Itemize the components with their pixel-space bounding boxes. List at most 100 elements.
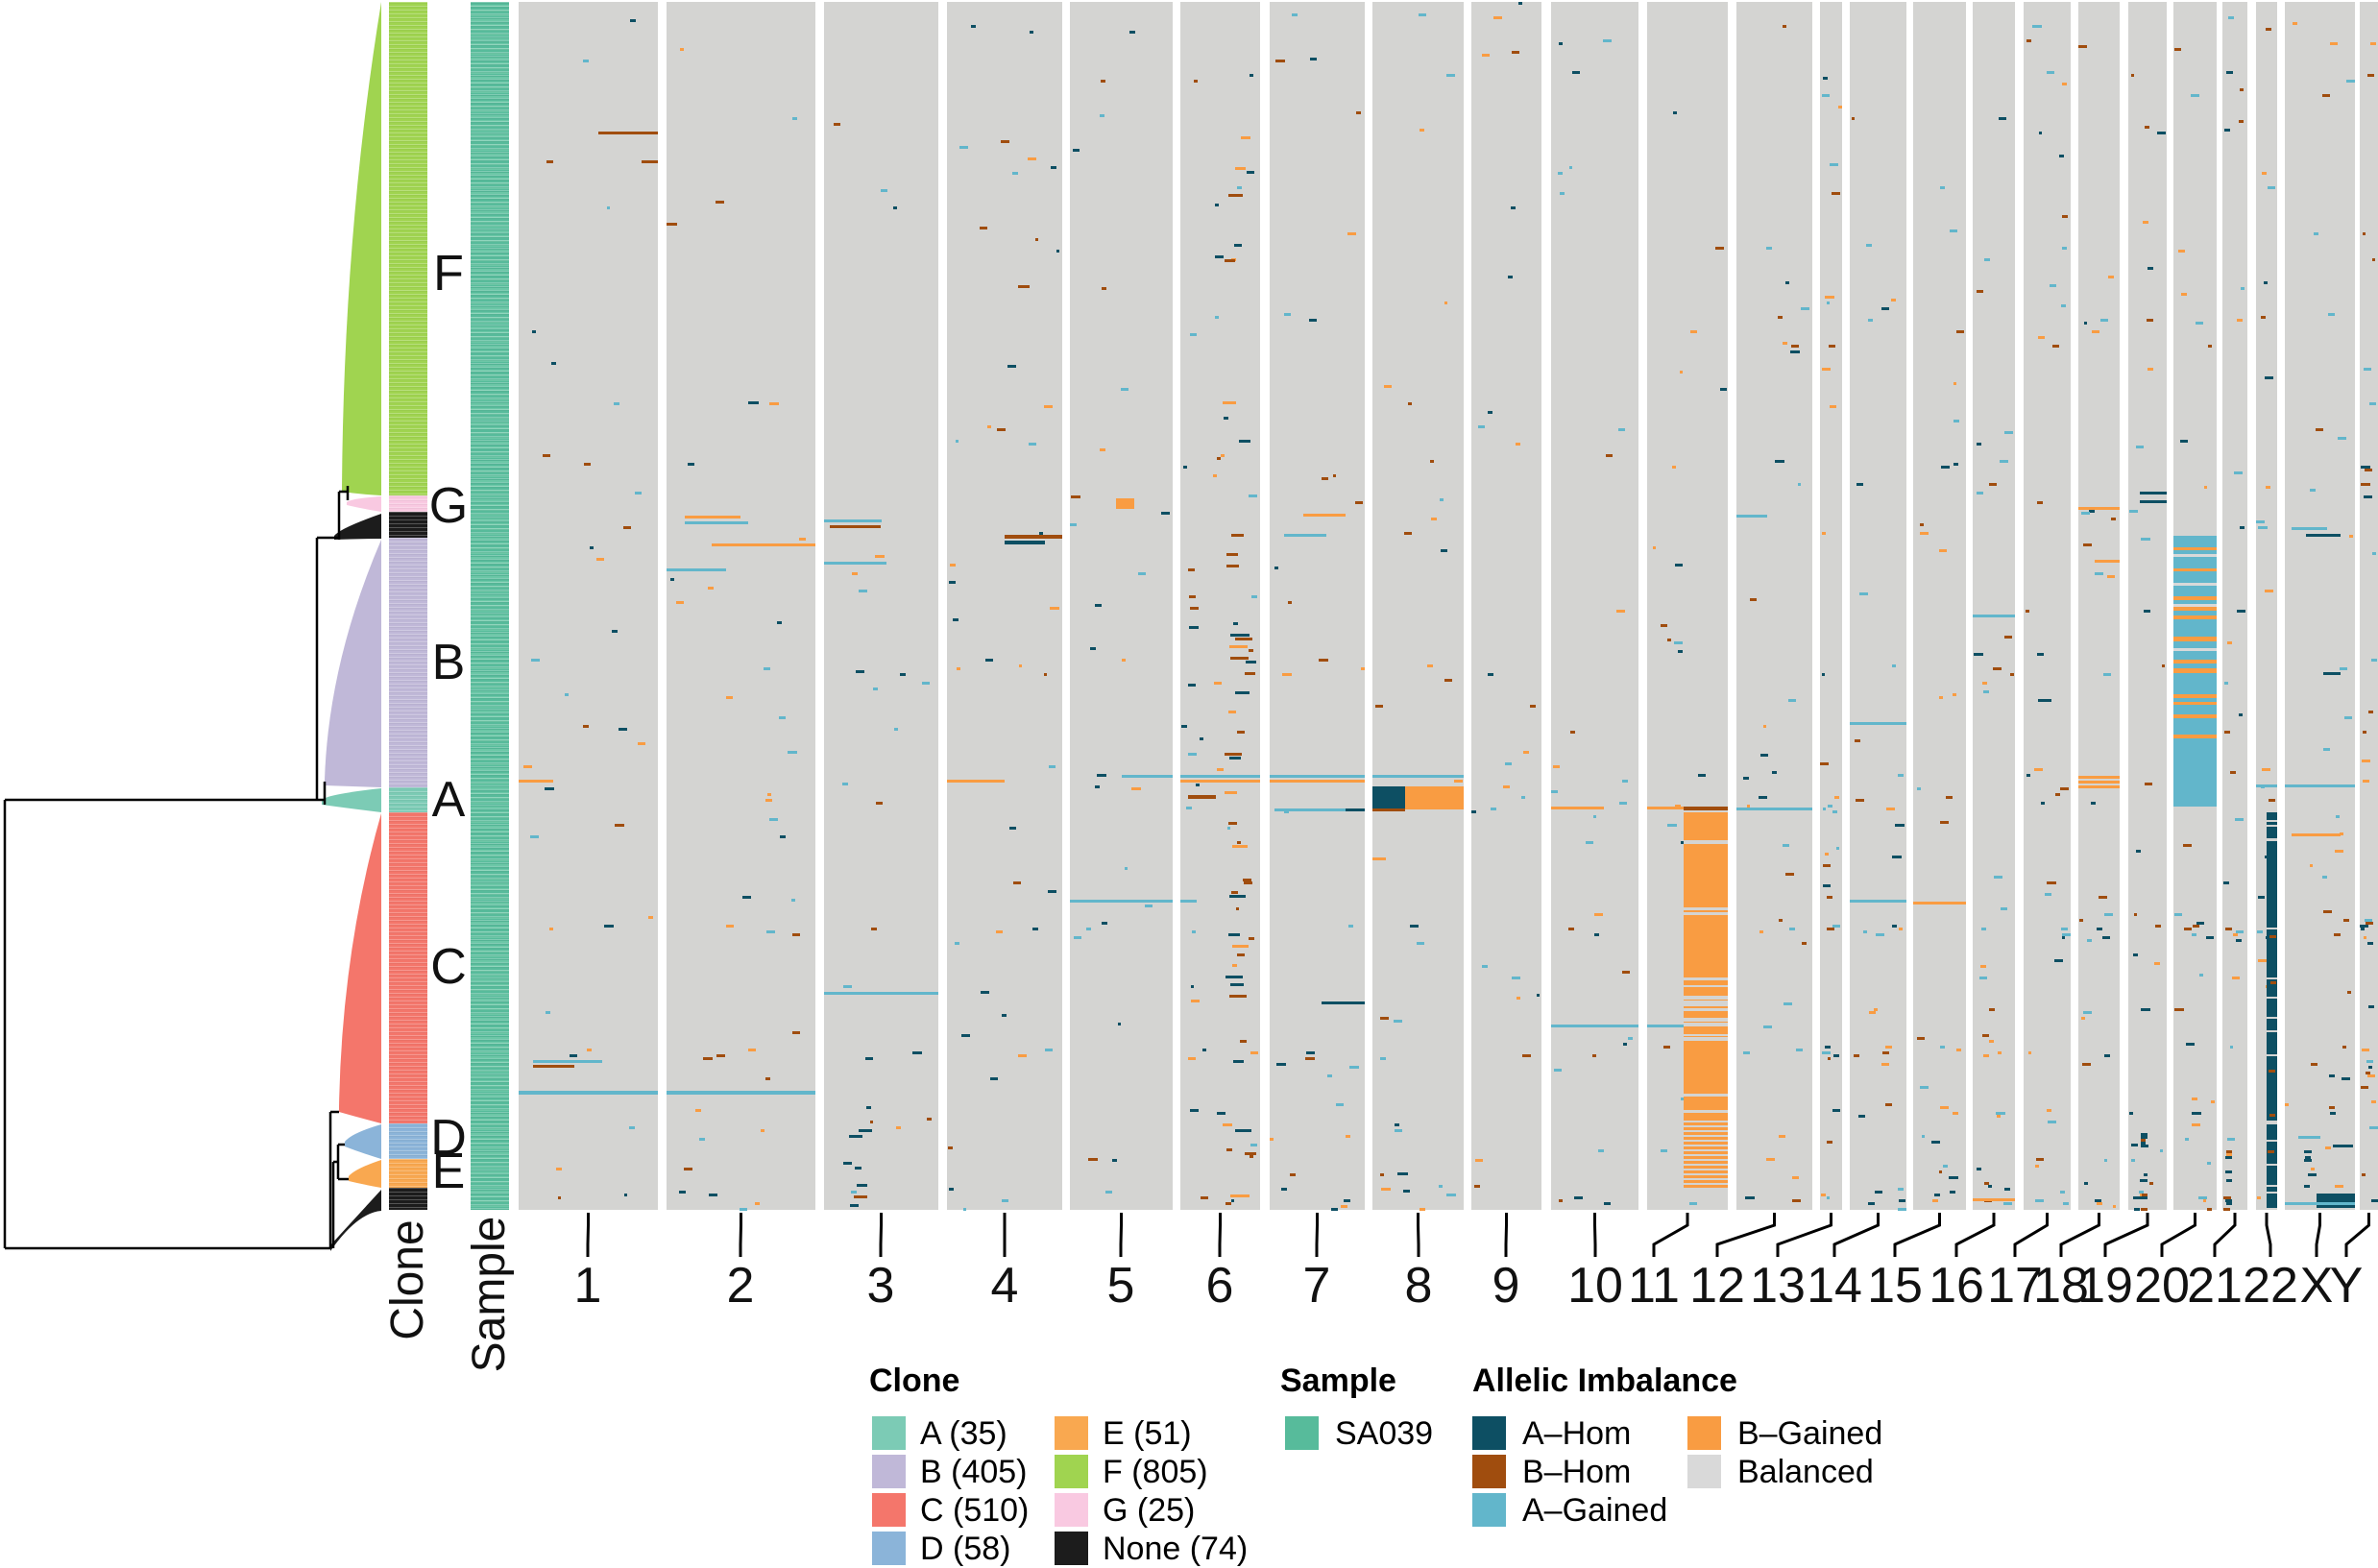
heatmap-speck — [1530, 705, 1537, 708]
block-stripe — [1683, 1038, 1728, 1042]
heatmap-speck — [996, 428, 1006, 431]
heatmap-speck — [798, 538, 807, 541]
axis-tick-chromosome-1 — [586, 1213, 590, 1257]
heatmap-speck — [1189, 333, 1198, 336]
legend-label-clone-B (405): B (405) — [920, 1454, 1028, 1490]
heatmap-speck — [2180, 440, 2189, 443]
heatmap-speck — [2207, 1208, 2213, 1211]
heatmap-speck — [1355, 111, 1362, 114]
clone-band-label-A: A — [431, 772, 466, 828]
heatmap-speck-column-3 — [854, 1195, 867, 1198]
legend-swatch-clone-A (35) — [872, 1416, 906, 1450]
heatmap-speck — [1830, 405, 1837, 408]
legend-swatch-allelic-imbalance-A–Gained — [1472, 1493, 1506, 1527]
heatmap-speck — [1028, 443, 1036, 446]
block-stripe — [1683, 1178, 1728, 1180]
heatmap-speck — [675, 601, 684, 604]
event-line-3-AG — [824, 992, 938, 995]
axis-label-chromosome-16: 16 — [1929, 1258, 1984, 1314]
heatmap-speck — [615, 824, 624, 827]
legend-swatch-clone-F (805) — [1055, 1455, 1088, 1488]
heatmap-speck — [2238, 120, 2245, 123]
heatmap-speck — [2196, 922, 2204, 925]
block-stripe — [1683, 996, 1728, 999]
heatmap-speck-column-8 — [1395, 1129, 1402, 1132]
clone-bar-texture — [389, 495, 427, 512]
clone-bar-segment-None1 — [389, 512, 427, 538]
heatmap-speck — [2342, 919, 2350, 922]
heatmap-speck — [856, 670, 864, 673]
heatmap-speck — [739, 1208, 747, 1211]
heatmap-speck — [708, 587, 715, 590]
heatmap-speck — [2140, 538, 2150, 541]
heatmap-speck — [1559, 42, 1563, 45]
heatmap-speck-column-19 — [2141, 1136, 2147, 1139]
heatmap-speck — [1851, 117, 1855, 120]
heatmap-speck — [2363, 936, 2367, 939]
heatmap-speck — [768, 818, 778, 821]
heatmap-speck — [2264, 281, 2268, 284]
heatmap-speck-column-6 — [1234, 638, 1252, 640]
heatmap-speck — [1558, 172, 1564, 175]
heatmap-speck — [2061, 247, 2067, 250]
heatmap-speck — [1409, 925, 1419, 928]
heatmap-speck — [2145, 783, 2152, 785]
heatmap-speck — [1747, 805, 1751, 808]
heatmap-speck — [842, 1162, 853, 1165]
heatmap-speck — [980, 991, 989, 994]
heatmap-speck — [1574, 1196, 1584, 1199]
heatmap-speck — [1873, 1008, 1878, 1011]
axis-label-chromosome-20: 20 — [2134, 1258, 2190, 1314]
heatmap-speck — [2258, 959, 2268, 962]
axis-label-chromosome-3: 3 — [867, 1258, 895, 1314]
heatmap-speck — [1981, 1034, 1989, 1037]
heatmap-speck — [2000, 907, 2008, 910]
heatmap-speck — [1492, 16, 1503, 19]
event-line-X-AG — [2285, 784, 2355, 787]
heatmap-speck — [1778, 919, 1784, 922]
heatmap-speck — [1239, 1040, 1248, 1043]
dendrogram-cluster-None — [330, 1190, 381, 1251]
heatmap-speck — [2314, 232, 2318, 235]
heatmap-speck — [545, 1011, 551, 1014]
heatmap-speck — [2309, 864, 2314, 867]
heatmap-speck — [1675, 805, 1681, 808]
heatmap-speck — [1572, 71, 1580, 74]
event-line-X-AG — [2285, 1202, 2355, 1205]
heatmap-speck — [1675, 564, 1684, 567]
heatmap-speck — [570, 1054, 577, 1057]
heatmap-speck — [1822, 94, 1830, 97]
heatmap-speck — [1028, 157, 1036, 160]
heatmap-speck — [543, 454, 550, 457]
heatmap-speck — [1236, 953, 1246, 956]
heatmap-speck — [2078, 45, 2087, 48]
heatmap-speck — [2079, 919, 2084, 922]
axis-label-chromosome-18: 18 — [2033, 1258, 2089, 1314]
legend-label-clone-G (25): G (25) — [1103, 1492, 1196, 1529]
heatmap-speck — [1863, 930, 1867, 933]
dendrogram-cluster-G — [347, 496, 381, 512]
heatmap-speck — [2229, 1046, 2234, 1049]
heatmap-speck — [1976, 492, 1984, 495]
heatmap-speck — [1332, 474, 1337, 477]
heatmap-speck — [1182, 466, 1187, 469]
heatmap-speck-column-6 — [1223, 417, 1228, 420]
heatmap-speck — [1832, 1109, 1841, 1112]
block-stripe — [2173, 637, 2217, 642]
heatmap-speck — [1275, 60, 1285, 62]
event-line-11-BG — [1647, 807, 1684, 809]
heatmap-speck — [2339, 832, 2343, 835]
heatmap-speck — [1194, 80, 1198, 83]
heatmap-speck — [1955, 1049, 1961, 1051]
block-stripe — [1683, 1130, 1728, 1132]
heatmap-speck — [2083, 543, 2093, 546]
heatmap-speck — [670, 578, 674, 581]
block-stripe — [2173, 693, 2217, 698]
heatmap-speck — [2080, 512, 2091, 515]
heatmap-speck — [1327, 1074, 1332, 1077]
heatmap-speck — [2062, 215, 2069, 218]
heatmap-speck — [1791, 1199, 1801, 1202]
heatmap-speck — [1999, 117, 2007, 120]
heatmap-speck — [531, 330, 536, 333]
heatmap-speck — [1956, 330, 1965, 333]
